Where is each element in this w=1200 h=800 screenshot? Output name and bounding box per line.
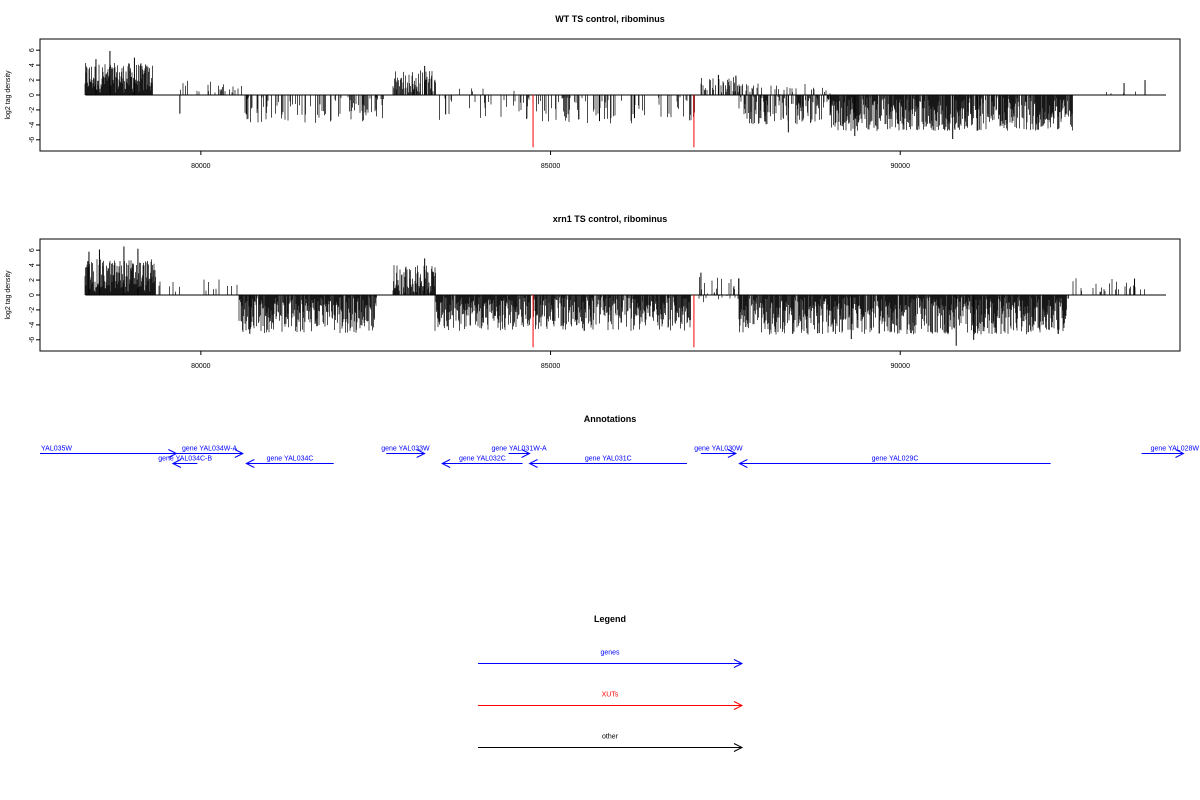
wt-x-axis: 80000 85000 90000: [191, 151, 910, 170]
wt-ytick-label: 2: [29, 78, 36, 82]
legend: Legend genes XUTs other: [478, 614, 744, 752]
xrn1-ytick-label: -4: [29, 322, 36, 328]
xrn1-ytick-label: -6: [29, 337, 36, 343]
gene-arrow-head: [1175, 449, 1185, 458]
gene-label: gene YAL034C: [267, 456, 314, 463]
gene-feature: gene YAL034W-A: [176, 446, 244, 458]
gene-arrow-head: [245, 459, 255, 468]
xrn1-xtick-label: 85000: [541, 363, 561, 370]
wt-xtick-label: 90000: [891, 163, 911, 170]
gene-label: gene YAL028W: [1151, 446, 1200, 453]
xrn1-ytick-label: 0: [29, 293, 36, 297]
legend-item: other: [478, 734, 744, 752]
xrn1-x-axis: 80000 85000 90000: [191, 351, 910, 370]
gene-arrow-head: [234, 449, 244, 458]
legend-arrow-head: [733, 743, 744, 752]
gene-label: gene YAL029C: [872, 456, 919, 463]
legend-arrow-head: [733, 701, 744, 710]
xrn1-panel-title: xrn1 TS control, ribominus: [553, 214, 668, 224]
xrn1-ytick-label: 4: [29, 263, 36, 267]
legend-item: genes: [478, 650, 744, 668]
gene-label: gene YAL034W-A: [182, 446, 238, 453]
gene-label: gene YAL034C-B: [158, 456, 212, 463]
wt-ytick-label: 6: [29, 48, 36, 52]
wt-xtick-label: 80000: [191, 163, 211, 170]
xrn1-ytick-label: 2: [29, 278, 36, 282]
legend-label: XUTs: [602, 692, 619, 699]
wt-ytick-label: 4: [29, 63, 36, 67]
wt-ytick-label: 0: [29, 93, 36, 97]
legend-label: other: [602, 734, 619, 741]
annotations-track: Annotations YAL035W gene YAL034W-A gene YA…: [40, 414, 1199, 468]
xrn1-xtick-label: 90000: [891, 363, 911, 370]
wt-panel-ylabel: log2 tag density: [5, 70, 12, 120]
xrn1-density-bars: [84, 246, 1145, 346]
gene-feature: gene YAL032C: [441, 456, 523, 468]
gene-arrow-head: [416, 449, 426, 458]
gene-feature: gene YAL031W-A: [491, 446, 547, 458]
wt-y-axis: -6 -4 -2 0 2 4 6: [29, 48, 40, 143]
wt-ytick-label: -2: [29, 107, 36, 113]
legend-label: genes: [600, 650, 620, 657]
gene-arrow-head: [528, 459, 538, 468]
gene-feature: gene YAL034C-B: [158, 456, 212, 468]
legend-title: Legend: [594, 614, 626, 624]
wt-panel-title: WT TS control, ribominus: [555, 14, 665, 24]
gene-arrow-head: [441, 459, 451, 468]
xrn1-y-axis: -6 -4 -2 0 2 4 6: [29, 248, 40, 343]
gene-feature: gene YAL029C: [738, 456, 1051, 468]
gene-arrow-head: [171, 459, 182, 468]
legend-items: genes XUTs other: [478, 650, 744, 752]
xrn1-panel: xrn1 TS control, ribominus log2 tag dens…: [5, 214, 1181, 370]
gene-label: gene YAL033W: [381, 446, 430, 453]
wt-ytick-label: -4: [29, 122, 36, 128]
legend-arrow-head: [733, 659, 744, 668]
gene-arrow-head: [738, 459, 748, 468]
gene-label: YAL035W: [41, 446, 72, 453]
xrn1-xut-markers: [532, 295, 695, 348]
gene-label: gene YAL032C: [459, 456, 506, 463]
xrn1-ytick-label: -2: [29, 307, 36, 313]
wt-xtick-label: 85000: [541, 163, 561, 170]
gene-feature: gene YAL030W: [694, 446, 743, 458]
xrn1-ytick-label: 6: [29, 248, 36, 252]
legend-item: XUTs: [478, 692, 744, 710]
wt-panel: WT TS control, ribominus log2 tag densit…: [5, 14, 1181, 170]
gene-feature: gene YAL034C: [245, 456, 334, 468]
gene-label: gene YAL031W-A: [491, 446, 547, 453]
gene-arrow-head: [727, 449, 738, 458]
xrn1-panel-ylabel: log2 tag density: [5, 270, 12, 320]
gene-label: gene YAL031C: [585, 456, 632, 463]
gene-feature: gene YAL031C: [528, 456, 687, 468]
gene-arrows: YAL035W gene YAL034W-A gene YAL034C-B gene …: [40, 446, 1199, 468]
gene-feature: gene YAL028W: [1141, 446, 1200, 458]
wt-xut-markers: [532, 95, 695, 148]
gene-feature: YAL035W: [40, 446, 178, 458]
wt-ytick-label: -6: [29, 137, 36, 143]
gene-feature: gene YAL033W: [381, 446, 430, 458]
annotations-title: Annotations: [584, 414, 637, 424]
gene-arrow-head: [521, 449, 531, 458]
xrn1-xtick-label: 80000: [191, 363, 211, 370]
gene-label: gene YAL030W: [694, 446, 743, 453]
